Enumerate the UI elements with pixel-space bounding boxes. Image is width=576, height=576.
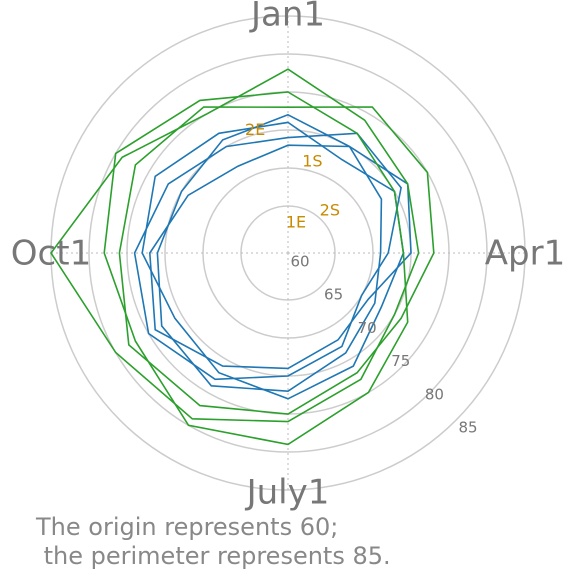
theta-tick-label: Jan1 xyxy=(249,0,325,35)
r-tick-label: 75 xyxy=(391,352,410,370)
r-tick-label: 70 xyxy=(358,319,377,337)
r-tick-label: 65 xyxy=(324,286,343,304)
theta-tick-label: July1 xyxy=(245,473,330,513)
series-line xyxy=(103,91,409,446)
series-line xyxy=(50,68,420,423)
r-tick-label: 60 xyxy=(290,253,309,271)
grid-ring xyxy=(88,53,488,453)
caption: the perimeter represents 85. xyxy=(36,542,391,570)
caption: The origin represents 60; xyxy=(35,513,338,541)
annotation: 2E xyxy=(245,120,265,139)
theta-tick-label: Apr1 xyxy=(485,234,565,274)
series-line xyxy=(118,106,435,415)
series-line xyxy=(133,132,402,381)
annotation: 1E xyxy=(286,213,306,232)
r-tick-label: 80 xyxy=(425,385,444,403)
series-line xyxy=(156,113,383,393)
theta-tick-label: Oct1 xyxy=(11,234,91,274)
annotation: 1S xyxy=(302,152,322,171)
r-tick-label: 85 xyxy=(458,419,477,437)
series-line xyxy=(141,121,405,400)
annotation: 2S xyxy=(320,201,340,220)
